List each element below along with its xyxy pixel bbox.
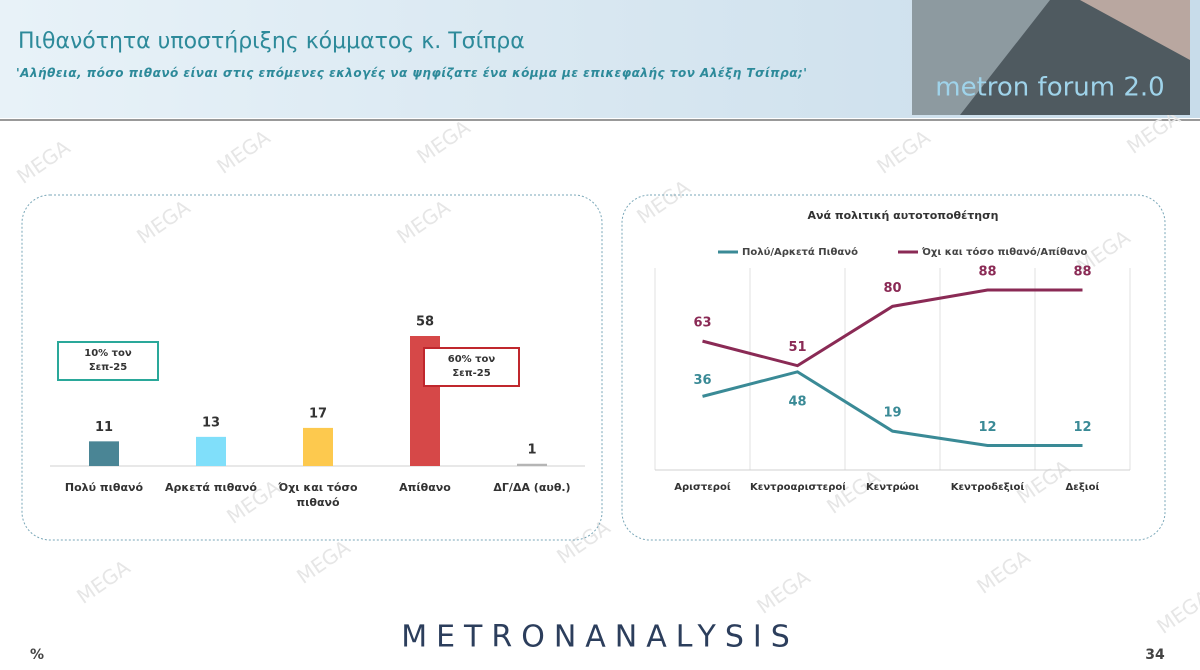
category-label: Απίθανο	[399, 481, 451, 494]
label-box: Αριστεροί	[674, 482, 731, 493]
logo-deco	[1080, 0, 1190, 60]
label-box: Πολύ πιθανό	[64, 481, 144, 494]
label-box: Κεντρώοι	[865, 482, 920, 493]
watermark: MEGA	[972, 545, 1034, 599]
value-label: 19	[883, 406, 901, 421]
bar	[89, 441, 119, 466]
watermark: MEGA	[1152, 585, 1200, 639]
label-box: Απίθανο	[399, 481, 451, 494]
watermark: MEGA	[552, 515, 614, 569]
value-label: 36	[693, 373, 711, 388]
series-line	[702, 370, 1083, 447]
value-label: 11	[95, 420, 113, 435]
watermark: MEGA	[632, 175, 694, 229]
value-label: 13	[202, 415, 220, 430]
watermark: MEGA	[212, 125, 274, 179]
watermark: MEGA	[72, 555, 134, 609]
label-box: Κεντροδεξιοί	[950, 482, 1025, 493]
label-box: Όχι και τόσο πιθανό	[278, 481, 358, 509]
value-label: 48	[788, 394, 806, 409]
annotation: 60% τον Σεπ-25	[447, 354, 496, 379]
watermarks: MEGA MEGA MEGA MEGA MEGA MEGA MEGA MEGA MEGA MEGA…	[12, 105, 1200, 639]
page-number: 34	[1145, 647, 1165, 663]
category-label: Κεντρώοι	[865, 482, 920, 493]
label-box: Δεξιοί	[1065, 482, 1100, 493]
panel	[21, 194, 603, 541]
bar	[303, 427, 333, 466]
unit-label: %	[30, 647, 44, 663]
category-label: Δεξιοί	[1065, 482, 1100, 493]
watermark: MEGA	[392, 195, 454, 249]
brand: METRONANALYSIS	[401, 620, 799, 655]
logo-text: metron forum 2.0	[935, 73, 1164, 103]
category-label: Αριστεροί	[674, 482, 731, 493]
value-label: 1	[527, 442, 536, 457]
category-label: Αρκετά πιθανό	[165, 481, 257, 494]
category-label: Πολύ πιθανό	[64, 481, 144, 494]
watermark: MEGA	[412, 115, 474, 169]
value-label: 17	[309, 406, 327, 421]
watermark: MEGA	[132, 195, 194, 249]
annotation-box	[423, 347, 520, 387]
legend-label: Όχι και τόσο πιθανό/Απίθανο	[921, 246, 1087, 258]
bar	[517, 463, 547, 466]
bar	[196, 436, 226, 466]
annotation: 10% τον Σεπ-25	[84, 348, 132, 373]
logo-deco	[912, 0, 1050, 115]
watermark: MEGA	[12, 135, 74, 189]
value-label: 58	[416, 315, 434, 330]
value-label: 63	[693, 316, 711, 331]
series-line	[702, 288, 1083, 368]
subtitle-box: 'Αλήθεια, πόσο πιθανό είναι στις επόμενε…	[16, 66, 808, 80]
value-label: 88	[1073, 265, 1091, 280]
label-box: 60% τον Σεπ-25	[447, 354, 496, 379]
watermark: MEGA	[752, 565, 814, 619]
label-box: 10% τον Σεπ-25	[84, 348, 132, 373]
value-label: 80	[883, 281, 901, 296]
category-label: ΔΓ/ΔΑ (αυθ.)	[493, 481, 571, 494]
watermark: MEGA	[292, 535, 354, 589]
label-box: ΔΓ/ΔΑ (αυθ.)	[493, 481, 571, 494]
category-label: Κεντροδεξιοί	[950, 482, 1025, 493]
chart-title: Ανά πολιτική αυτοτοποθέτηση	[807, 209, 998, 222]
category-label: Κεντροαριστεροί	[750, 482, 845, 493]
label-box: Κεντροαριστεροί	[750, 482, 845, 493]
slide-title: Πιθανότητα υποστήριξης κόμματος κ. Τσίπρ…	[18, 29, 525, 54]
annotation-box	[57, 341, 159, 381]
value-label: 12	[978, 420, 996, 435]
value-label: 12	[1073, 420, 1091, 435]
slide-subtitle: 'Αλήθεια, πόσο πιθανό είναι στις επόμενε…	[16, 66, 808, 80]
watermark: MEGA	[872, 125, 934, 179]
value-label: 51	[788, 340, 806, 355]
label-box: Αρκετά πιθανό	[165, 481, 257, 494]
category-label: Όχι και τόσο πιθανό	[278, 481, 358, 509]
legend-label: Πολύ/Αρκετά Πιθανό	[742, 246, 858, 258]
value-label: 88	[978, 265, 996, 280]
